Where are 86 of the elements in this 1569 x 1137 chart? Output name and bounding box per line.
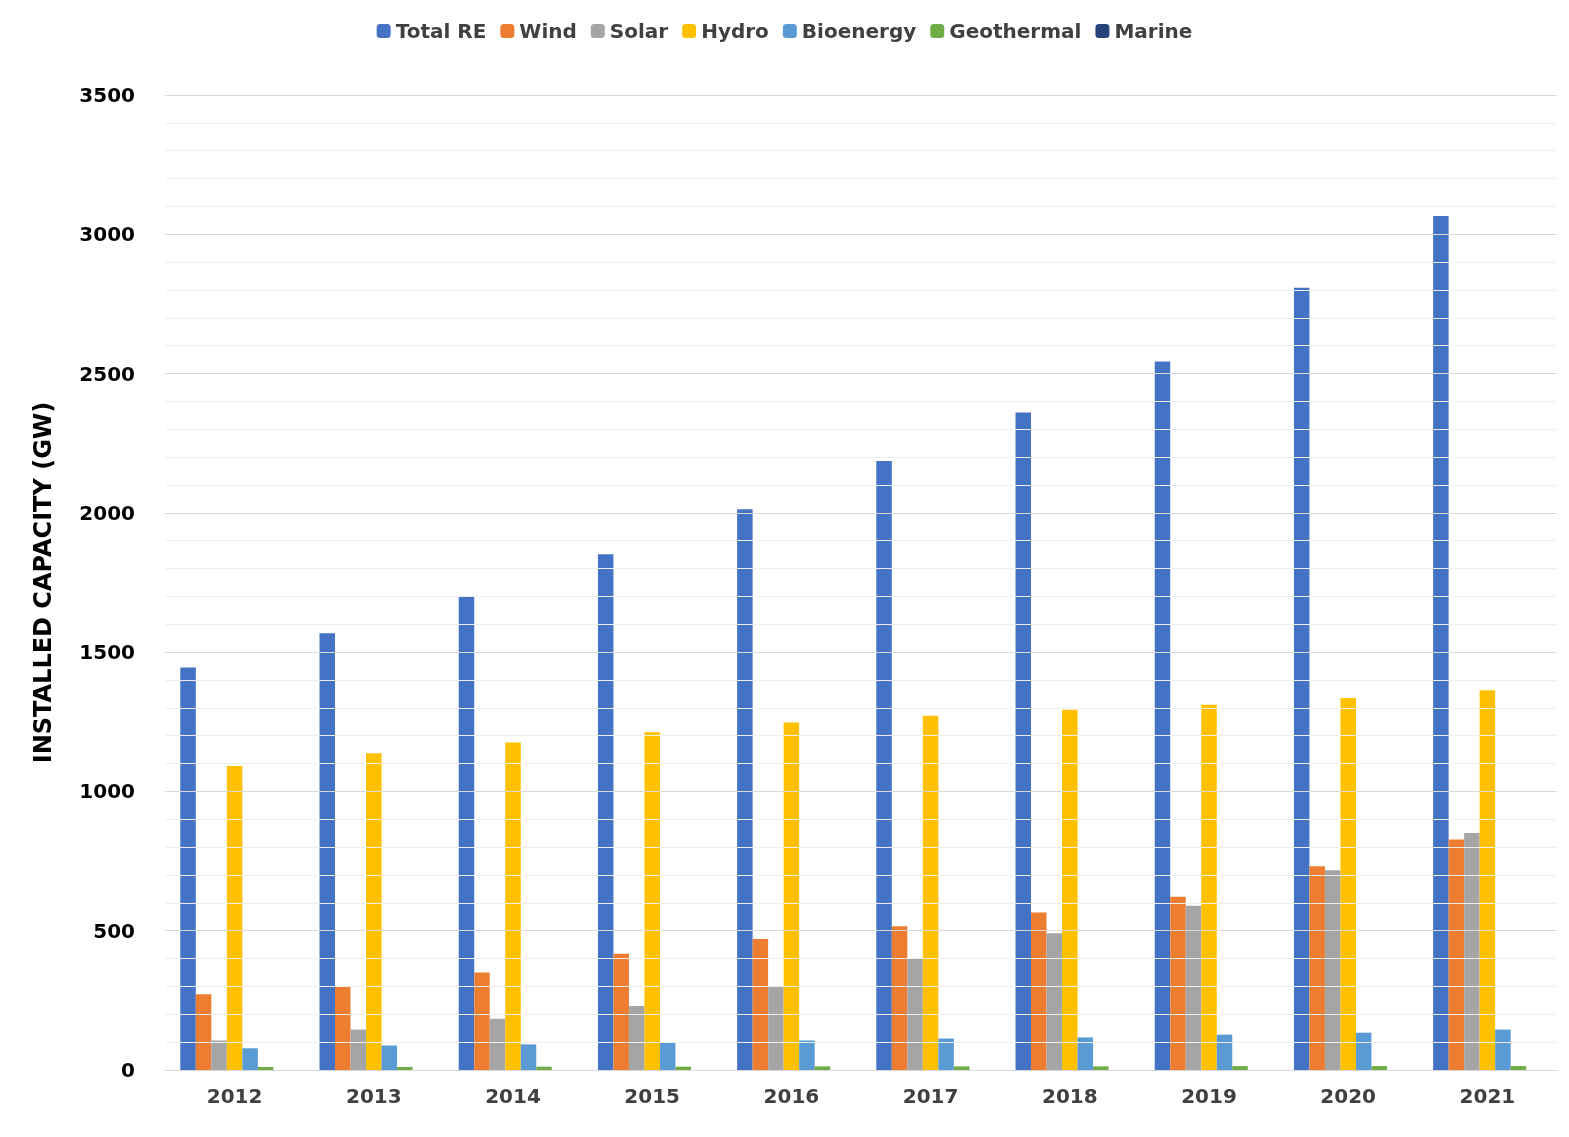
x-tick-label: 2012: [206, 1084, 263, 1108]
bar: [768, 986, 784, 1070]
bar: [675, 1066, 691, 1070]
bar: [350, 1029, 367, 1070]
bar: [644, 732, 660, 1070]
bar: [814, 1066, 831, 1070]
bar: [458, 596, 475, 1070]
y-tick-label: 3500: [79, 83, 135, 107]
bar: [1031, 912, 1047, 1070]
bar: [876, 461, 892, 1070]
bar: [891, 926, 908, 1070]
bar: [953, 1066, 970, 1070]
bar: [1495, 1029, 1511, 1070]
bar: [1046, 933, 1063, 1070]
y-tick-label: 500: [93, 918, 135, 943]
bar: [1201, 704, 1217, 1070]
bar: [1340, 698, 1356, 1070]
bar: [1479, 690, 1496, 1070]
x-tick-label: 2020: [1320, 1084, 1377, 1108]
bar: [613, 953, 629, 1070]
bar: [752, 939, 769, 1070]
bar: [397, 1066, 413, 1070]
y-tick-label: 2500: [79, 361, 135, 386]
bar: [1510, 1066, 1527, 1070]
bar: [1309, 866, 1325, 1070]
bar: [1216, 1034, 1233, 1070]
bar: [737, 509, 753, 1070]
legend-label: Bioenergy: [801, 19, 917, 43]
x-tick-label: 2018: [1041, 1084, 1098, 1108]
y-tick-label: 2000: [79, 500, 135, 525]
y-tick-label: 1000: [79, 779, 135, 804]
bar: [1371, 1066, 1387, 1070]
legend-label: Marine: [1114, 19, 1193, 43]
x-tick-label: 2014: [485, 1084, 541, 1108]
bar: [922, 715, 939, 1070]
bar: [381, 1045, 398, 1070]
x-tick-label: 2015: [624, 1084, 681, 1108]
bar: [536, 1066, 552, 1070]
bar: [783, 722, 800, 1070]
legend-label: Total RE: [395, 19, 487, 43]
bar: [489, 1018, 506, 1070]
bar: [366, 753, 382, 1070]
bar: [242, 1048, 258, 1070]
bar: [938, 1038, 954, 1070]
y-tick-label: 0: [121, 1058, 135, 1082]
bar: [907, 958, 923, 1070]
bar: [1077, 1037, 1094, 1070]
x-tick-label: 2017: [902, 1084, 959, 1108]
bar: [319, 633, 336, 1070]
bar: [1170, 896, 1186, 1070]
bar: [628, 1005, 645, 1070]
bar: [211, 1040, 227, 1070]
legend-label: Geothermal: [949, 19, 1082, 43]
bar: [1464, 832, 1480, 1070]
bar: [799, 1040, 815, 1070]
legend-label: Solar: [609, 19, 669, 43]
bar: [1185, 905, 1202, 1070]
bar: [1448, 839, 1465, 1070]
bar: [1355, 1032, 1372, 1070]
x-tick-label: 2019: [1181, 1084, 1237, 1108]
bar: [1324, 870, 1341, 1070]
bar: [659, 1042, 676, 1070]
x-tick-label: 2013: [345, 1084, 402, 1108]
bar: [1433, 215, 1449, 1070]
bar: [1093, 1066, 1109, 1070]
bar: [520, 1044, 537, 1070]
bar: [195, 994, 212, 1070]
bar: [226, 766, 243, 1070]
y-axis-title: INSTALLED CAPACITY (GW): [29, 401, 57, 764]
legend-label: Wind: [519, 19, 577, 43]
bar: [1232, 1066, 1248, 1070]
y-tick-label: 1500: [79, 640, 135, 665]
bar: [505, 742, 521, 1070]
bar: [474, 972, 490, 1070]
y-tick-label: 3000: [79, 222, 135, 247]
legend-label: Hydro: [701, 19, 769, 43]
bar: [1062, 709, 1078, 1070]
bar: [1015, 412, 1032, 1070]
x-tick-label: 2016: [763, 1084, 820, 1108]
bar: [257, 1066, 274, 1070]
bar: [1154, 361, 1171, 1070]
bar: [1293, 287, 1310, 1070]
bar: [335, 986, 351, 1070]
bar: [597, 554, 614, 1070]
x-tick-label: 2021: [1459, 1084, 1516, 1108]
bar: [180, 667, 196, 1070]
